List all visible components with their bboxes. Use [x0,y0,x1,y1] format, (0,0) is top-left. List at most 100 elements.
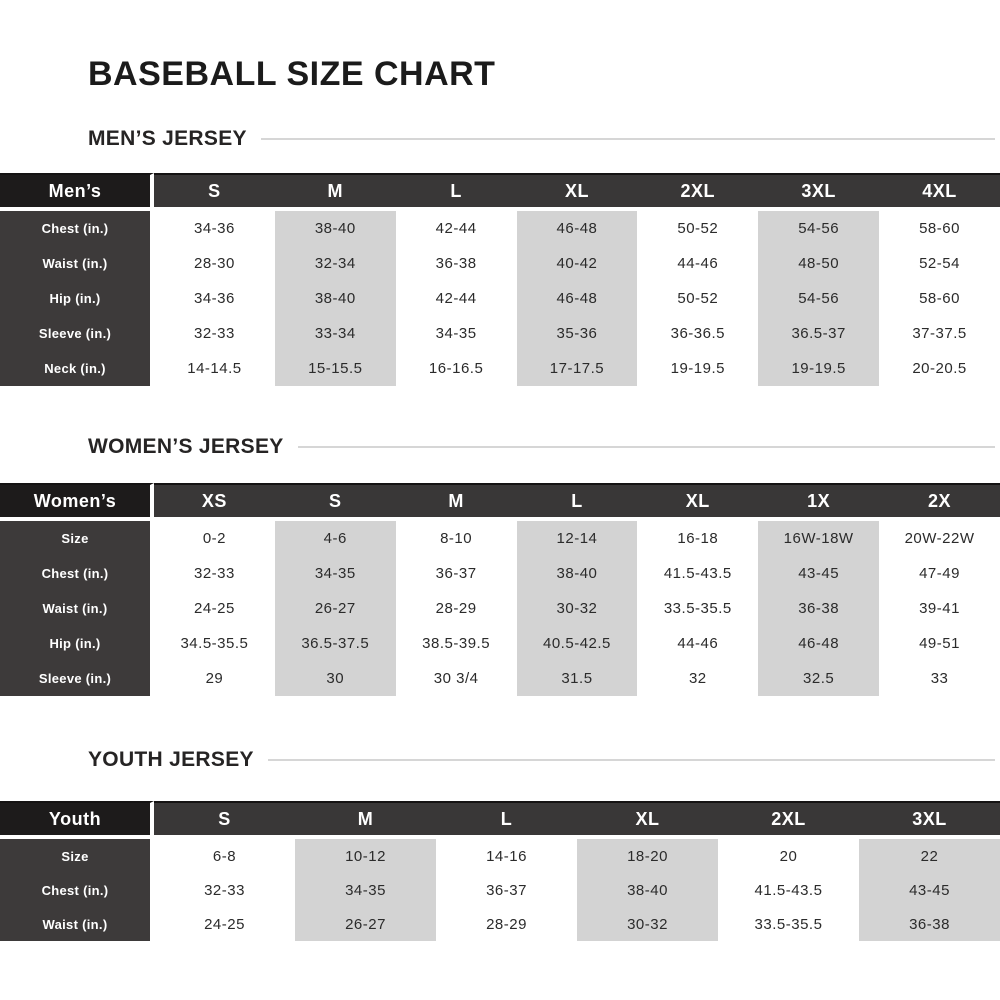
size-value-cell: 40-42 [516,246,638,282]
size-value-cell: 49-51 [879,626,1000,662]
size-value-cell: 54-56 [758,281,880,317]
size-column-header: L [436,801,577,840]
size-value-cell: 32.5 [758,661,880,697]
size-value-cell: 33.5-35.5 [637,591,759,627]
size-value-cell: 34.5-35.5 [154,626,275,662]
size-value-cell: 36.5-37.5 [274,626,396,662]
size-value-cell: 0-2 [154,521,275,557]
row-label: Neck (in.) [0,351,154,387]
size-value-cell: 33.5-35.5 [718,907,859,942]
size-value-cell: 38-40 [274,281,396,317]
section-heading-youth-jersey: YOUTH JERSEY [88,748,254,772]
size-value-cell: 31.5 [516,661,638,697]
table-row: Waist (in.) 28-30 32-34 36-38 40-42 44-46 48-5… [0,246,1000,282]
table-corner-header: Women’s [0,483,154,522]
size-value-cell: 24-25 [154,591,275,627]
table-row: Waist (in.) 24-25 26-27 28-29 30-32 33.5-35.5… [0,907,1000,942]
size-value-cell: 32-34 [274,246,396,282]
size-value-cell: 44-46 [637,626,759,662]
size-value-cell: 46-48 [516,211,638,247]
size-value-cell: 30-32 [516,591,638,627]
size-value-cell: 15-15.5 [274,351,396,387]
size-value-cell: 14-16 [436,839,577,874]
size-column-header: 1X [758,483,880,522]
size-value-cell: 16-16.5 [395,351,517,387]
size-column-header: M [274,173,396,212]
size-value-cell: 28-29 [395,591,517,627]
size-value-cell: 14-14.5 [154,351,275,387]
size-value-cell: 36-38 [758,591,880,627]
table-row: Sleeve (in.) 32-33 33-34 34-35 35-36 36-36.5 3… [0,316,1000,352]
size-column-header: 2XL [637,173,759,212]
table-corner-header: Men’s [0,173,154,212]
size-value-cell: 26-27 [295,907,436,942]
section-heading-row-mens: MEN’S JERSEY [88,127,995,151]
size-value-cell: 20 [718,839,859,874]
section-heading-womens-jersey: WOMEN’S JERSEY [88,435,284,459]
size-value-cell: 46-48 [758,626,880,662]
size-value-cell: 35-36 [516,316,638,352]
size-value-cell: 40.5-42.5 [516,626,638,662]
size-column-header: XS [154,483,275,522]
size-value-cell: 19-19.5 [637,351,759,387]
size-value-cell: 20-20.5 [879,351,1000,387]
row-label: Chest (in.) [0,873,154,908]
size-value-cell: 41.5-43.5 [637,556,759,592]
size-value-cell: 32 [637,661,759,697]
size-value-cell: 4-6 [274,521,396,557]
size-column-header: L [516,483,638,522]
size-value-cell: 38.5-39.5 [395,626,517,662]
table-row: Hip (in.) 34-36 38-40 42-44 46-48 50-52 54-56 5… [0,281,1000,317]
size-value-cell: 22 [859,839,1000,874]
size-value-cell: 34-36 [154,281,275,317]
size-value-cell: 30 [274,661,396,697]
table-row: Sleeve (in.) 29 30 30 3/4 31.5 32 32.5 33 [0,661,1000,697]
size-column-header: 3XL [859,801,1000,840]
size-header-row: Women’s XS S M L XL 1X 2X [0,483,1000,522]
size-value-cell: 28-29 [436,907,577,942]
size-column-header: 2XL [718,801,859,840]
table-row: Size 6-8 10-12 14-16 18-20 20 22 [0,839,1000,874]
youth-jersey-size-table: Youth S M L XL 2XL 3XL Size 6-8 10-12 14-16 18-20 20… [0,801,1000,942]
size-value-cell: 6-8 [154,839,295,874]
size-value-cell: 32-33 [154,556,275,592]
size-value-cell: 46-48 [516,281,638,317]
mens-jersey-size-table: Men’s S M L XL 2XL 3XL 4XL Chest (in.) 34-36 38-40… [0,173,1000,387]
size-value-cell: 44-46 [637,246,759,282]
size-value-cell: 38-40 [577,873,718,908]
size-column-header: M [395,483,517,522]
size-value-cell: 34-35 [274,556,396,592]
size-value-cell: 37-37.5 [879,316,1000,352]
row-label: Chest (in.) [0,211,154,247]
size-value-cell: 36-38 [859,907,1000,942]
heading-divider-line [297,446,995,449]
size-value-cell: 19-19.5 [758,351,880,387]
size-value-cell: 39-41 [879,591,1000,627]
size-value-cell: 38-40 [516,556,638,592]
section-heading-row-womens: WOMEN’S JERSEY [88,435,995,459]
size-value-cell: 28-30 [154,246,275,282]
size-value-cell: 17-17.5 [516,351,638,387]
size-value-cell: 50-52 [637,211,759,247]
table-row: Waist (in.) 24-25 26-27 28-29 30-32 33.5-35.5… [0,591,1000,627]
table-row: Neck (in.) 14-14.5 15-15.5 16-16.5 17-17.5 19… [0,351,1000,387]
row-label: Hip (in.) [0,626,154,662]
table-row: Chest (in.) 32-33 34-35 36-37 38-40 41.5-43.5… [0,873,1000,908]
size-value-cell: 30 3/4 [395,661,517,697]
size-value-cell: 16W-18W [758,521,880,557]
table-row: Chest (in.) 34-36 38-40 42-44 46-48 50-52 54-5… [0,211,1000,247]
table-corner-header: Youth [0,801,154,840]
row-label: Size [0,521,154,557]
size-value-cell: 34-36 [154,211,275,247]
size-value-cell: 30-32 [577,907,718,942]
size-value-cell: 33-34 [274,316,396,352]
size-column-header: 4XL [879,173,1000,212]
size-value-cell: 34-35 [295,873,436,908]
womens-jersey-size-table: Women’s XS S M L XL 1X 2X Size 0-2 4-6 8-10 12-14 16-… [0,483,1000,697]
size-value-cell: 47-49 [879,556,1000,592]
size-value-cell: 36-37 [395,556,517,592]
row-label: Sleeve (in.) [0,316,154,352]
size-value-cell: 42-44 [395,211,517,247]
size-value-cell: 8-10 [395,521,517,557]
size-value-cell: 32-33 [154,316,275,352]
